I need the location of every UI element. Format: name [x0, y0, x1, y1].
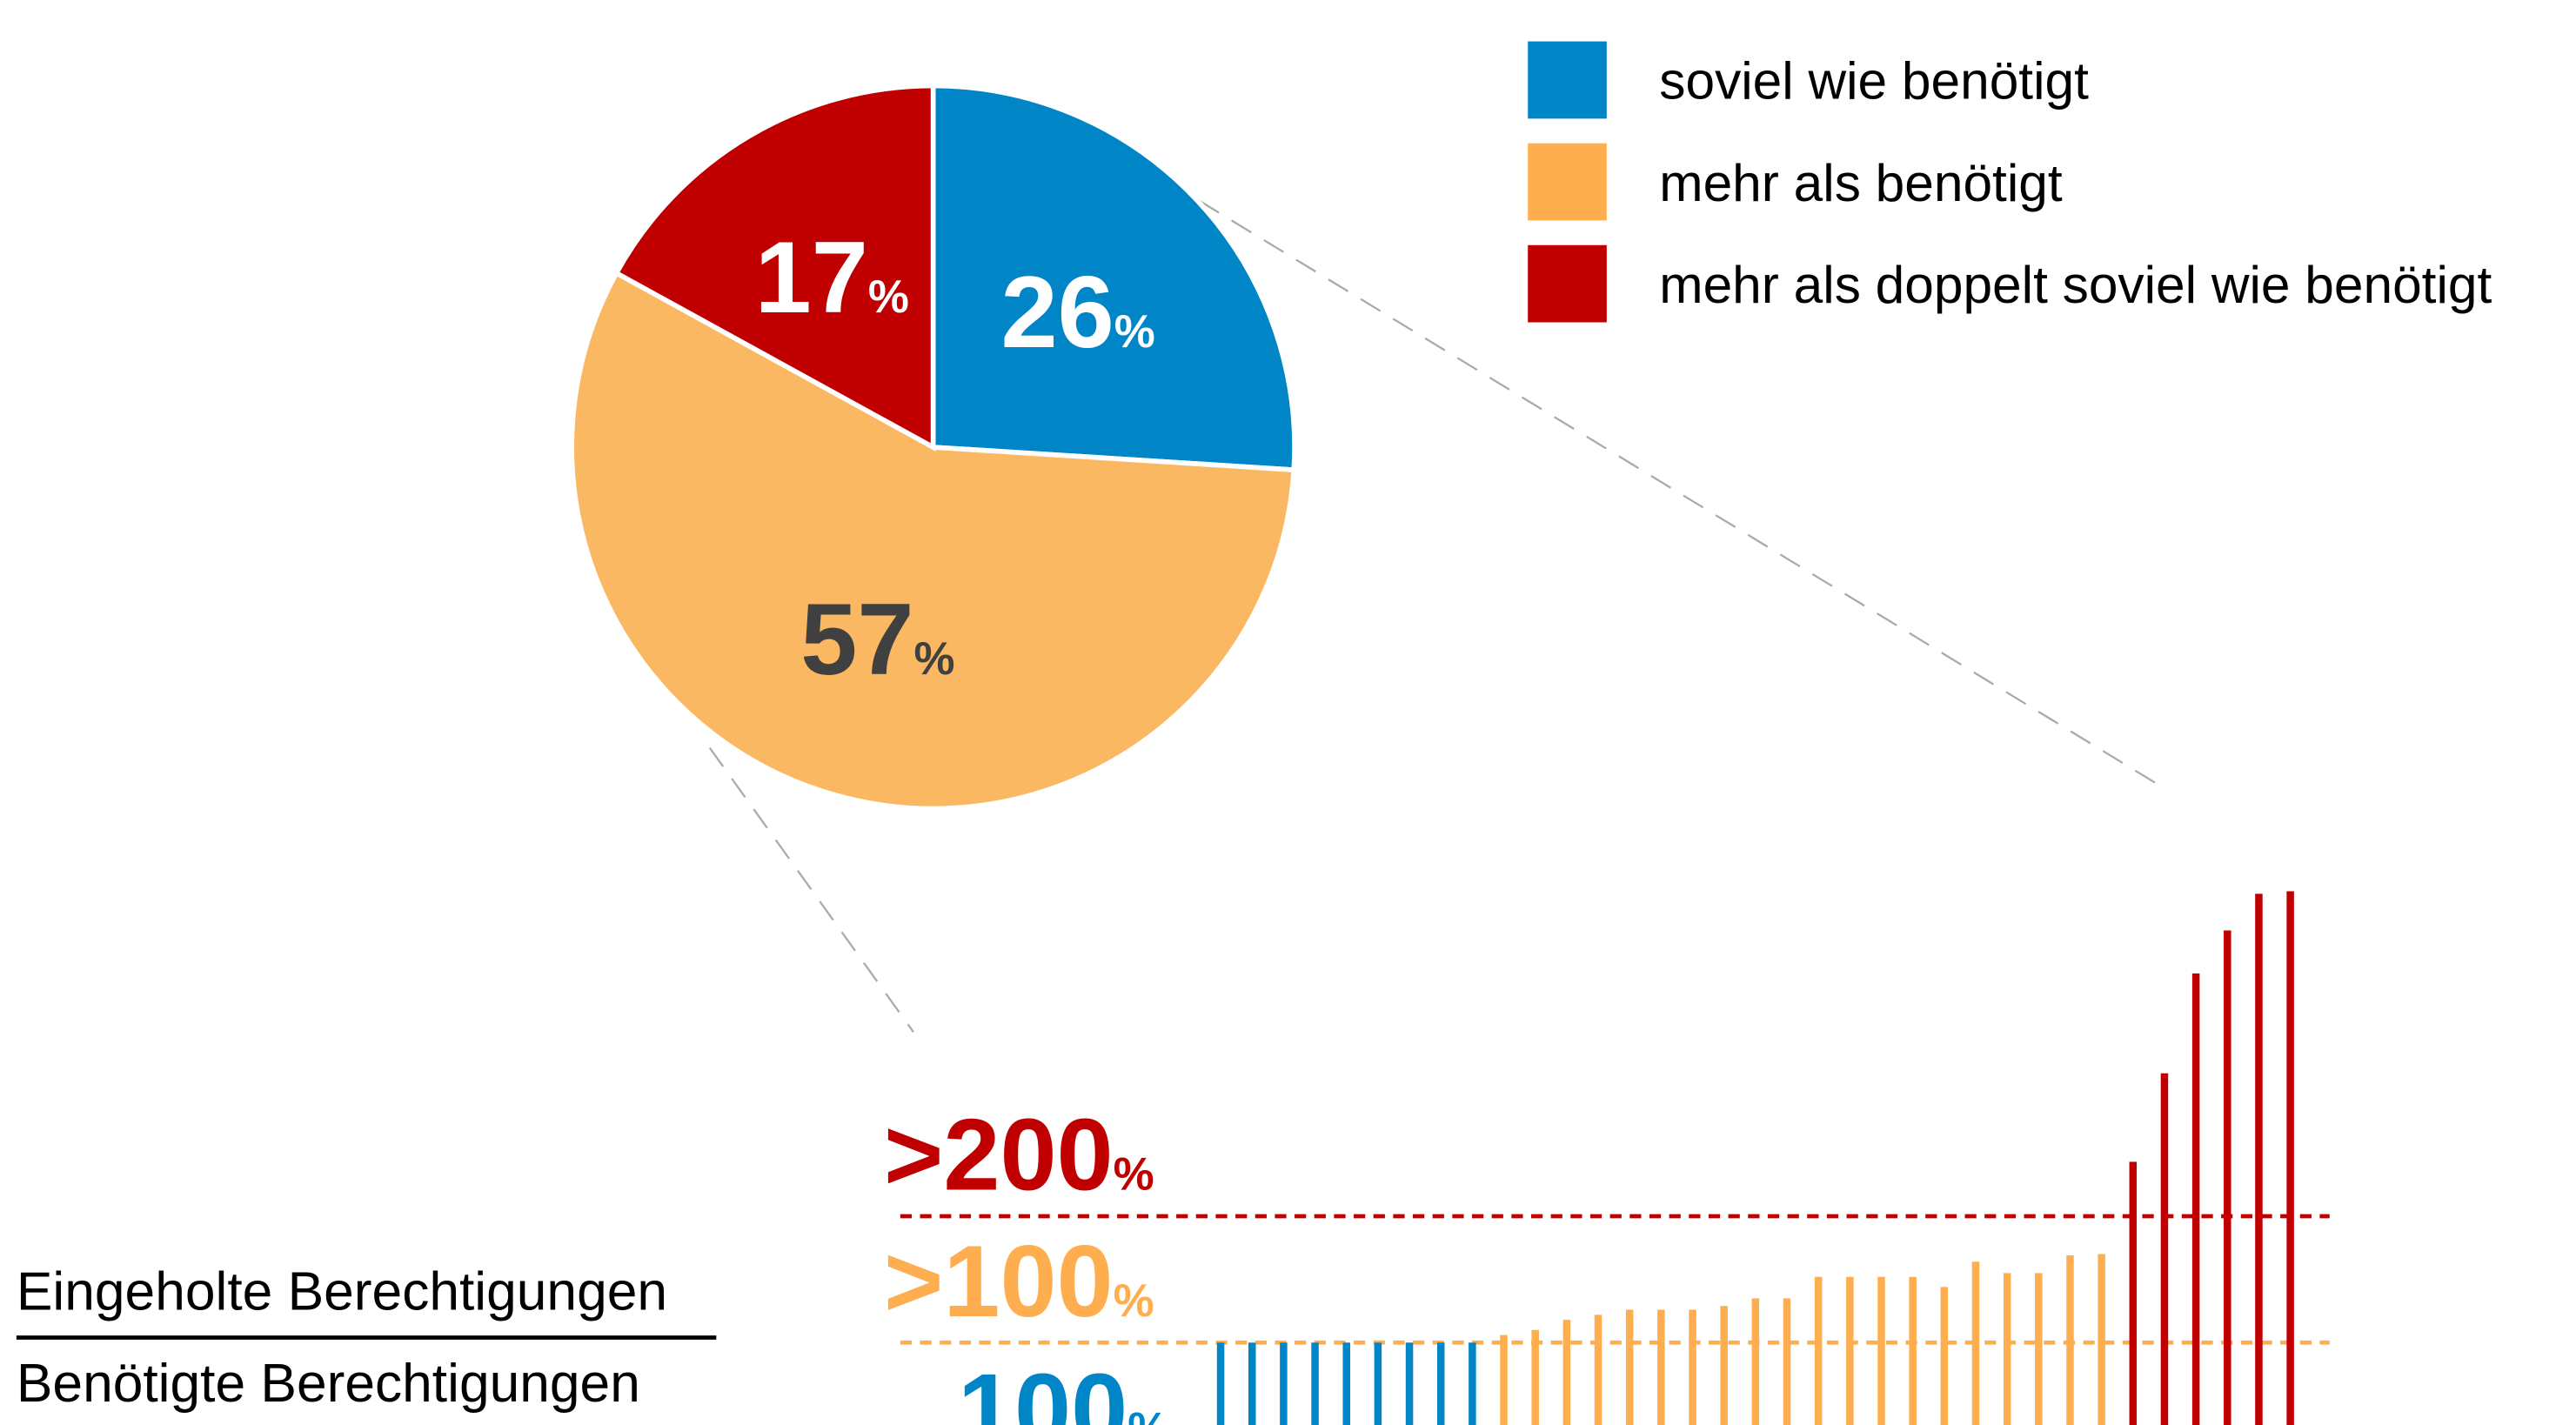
legend-swatch — [1528, 41, 1607, 119]
bar — [1374, 1342, 1382, 1425]
bar — [1531, 1329, 1539, 1425]
bar — [2224, 930, 2231, 1425]
slice-label: 26% — [1001, 255, 1155, 369]
bar — [2035, 1273, 2043, 1425]
bar — [2191, 973, 2200, 1425]
legend-label: mehr als benötigt — [1659, 153, 2063, 212]
legend-swatch — [1528, 143, 1607, 221]
bar — [1562, 1320, 1571, 1425]
bar — [1689, 1309, 1696, 1425]
slice-label: 17% — [755, 220, 909, 334]
bar — [1940, 1287, 1949, 1425]
bar — [1625, 1309, 1634, 1425]
pie-slice — [569, 270, 1297, 812]
bar — [1751, 1298, 1760, 1425]
bar — [1594, 1315, 1602, 1425]
bar — [2003, 1273, 2011, 1425]
connector-line — [708, 746, 914, 1033]
bar — [1814, 1276, 1823, 1425]
bar — [1248, 1342, 1256, 1425]
bar — [2286, 891, 2294, 1425]
ylabel-numerator: Eingeholte Berechtigungen — [17, 1261, 667, 1321]
bar — [1280, 1342, 1288, 1425]
bar — [1436, 1342, 1445, 1425]
legend-label: mehr als doppelt soviel wie benötigt — [1659, 255, 2492, 314]
bar — [1500, 1335, 1508, 1425]
bar — [1909, 1276, 1917, 1425]
bar — [1971, 1261, 1980, 1425]
pie-slice — [612, 83, 936, 452]
legend-swatch — [1528, 244, 1607, 323]
bar — [1216, 1342, 1225, 1425]
pie-slice — [930, 83, 1297, 473]
bar — [1846, 1276, 1854, 1425]
ylabel-denominator: Benötigte Berechtigungen — [17, 1354, 640, 1414]
bar — [1720, 1306, 1728, 1425]
baseline-label: 100% — [958, 1352, 1168, 1425]
bar — [2098, 1254, 2105, 1425]
reference-label: >100% — [884, 1224, 1154, 1338]
bar — [1783, 1298, 1791, 1425]
bar — [1311, 1342, 1319, 1425]
bar — [2066, 1255, 2074, 1425]
bar — [1657, 1309, 1665, 1425]
bar — [2255, 893, 2263, 1425]
bar — [2160, 1073, 2169, 1425]
legend-label: soviel wie benötigt — [1659, 51, 2089, 110]
bar — [1469, 1342, 1476, 1425]
bar — [2129, 1161, 2138, 1425]
reference-label: >200% — [884, 1098, 1154, 1212]
bar — [1342, 1342, 1350, 1425]
bar — [1877, 1276, 1885, 1425]
bar — [1405, 1342, 1414, 1425]
slice-label: 57% — [800, 582, 954, 696]
